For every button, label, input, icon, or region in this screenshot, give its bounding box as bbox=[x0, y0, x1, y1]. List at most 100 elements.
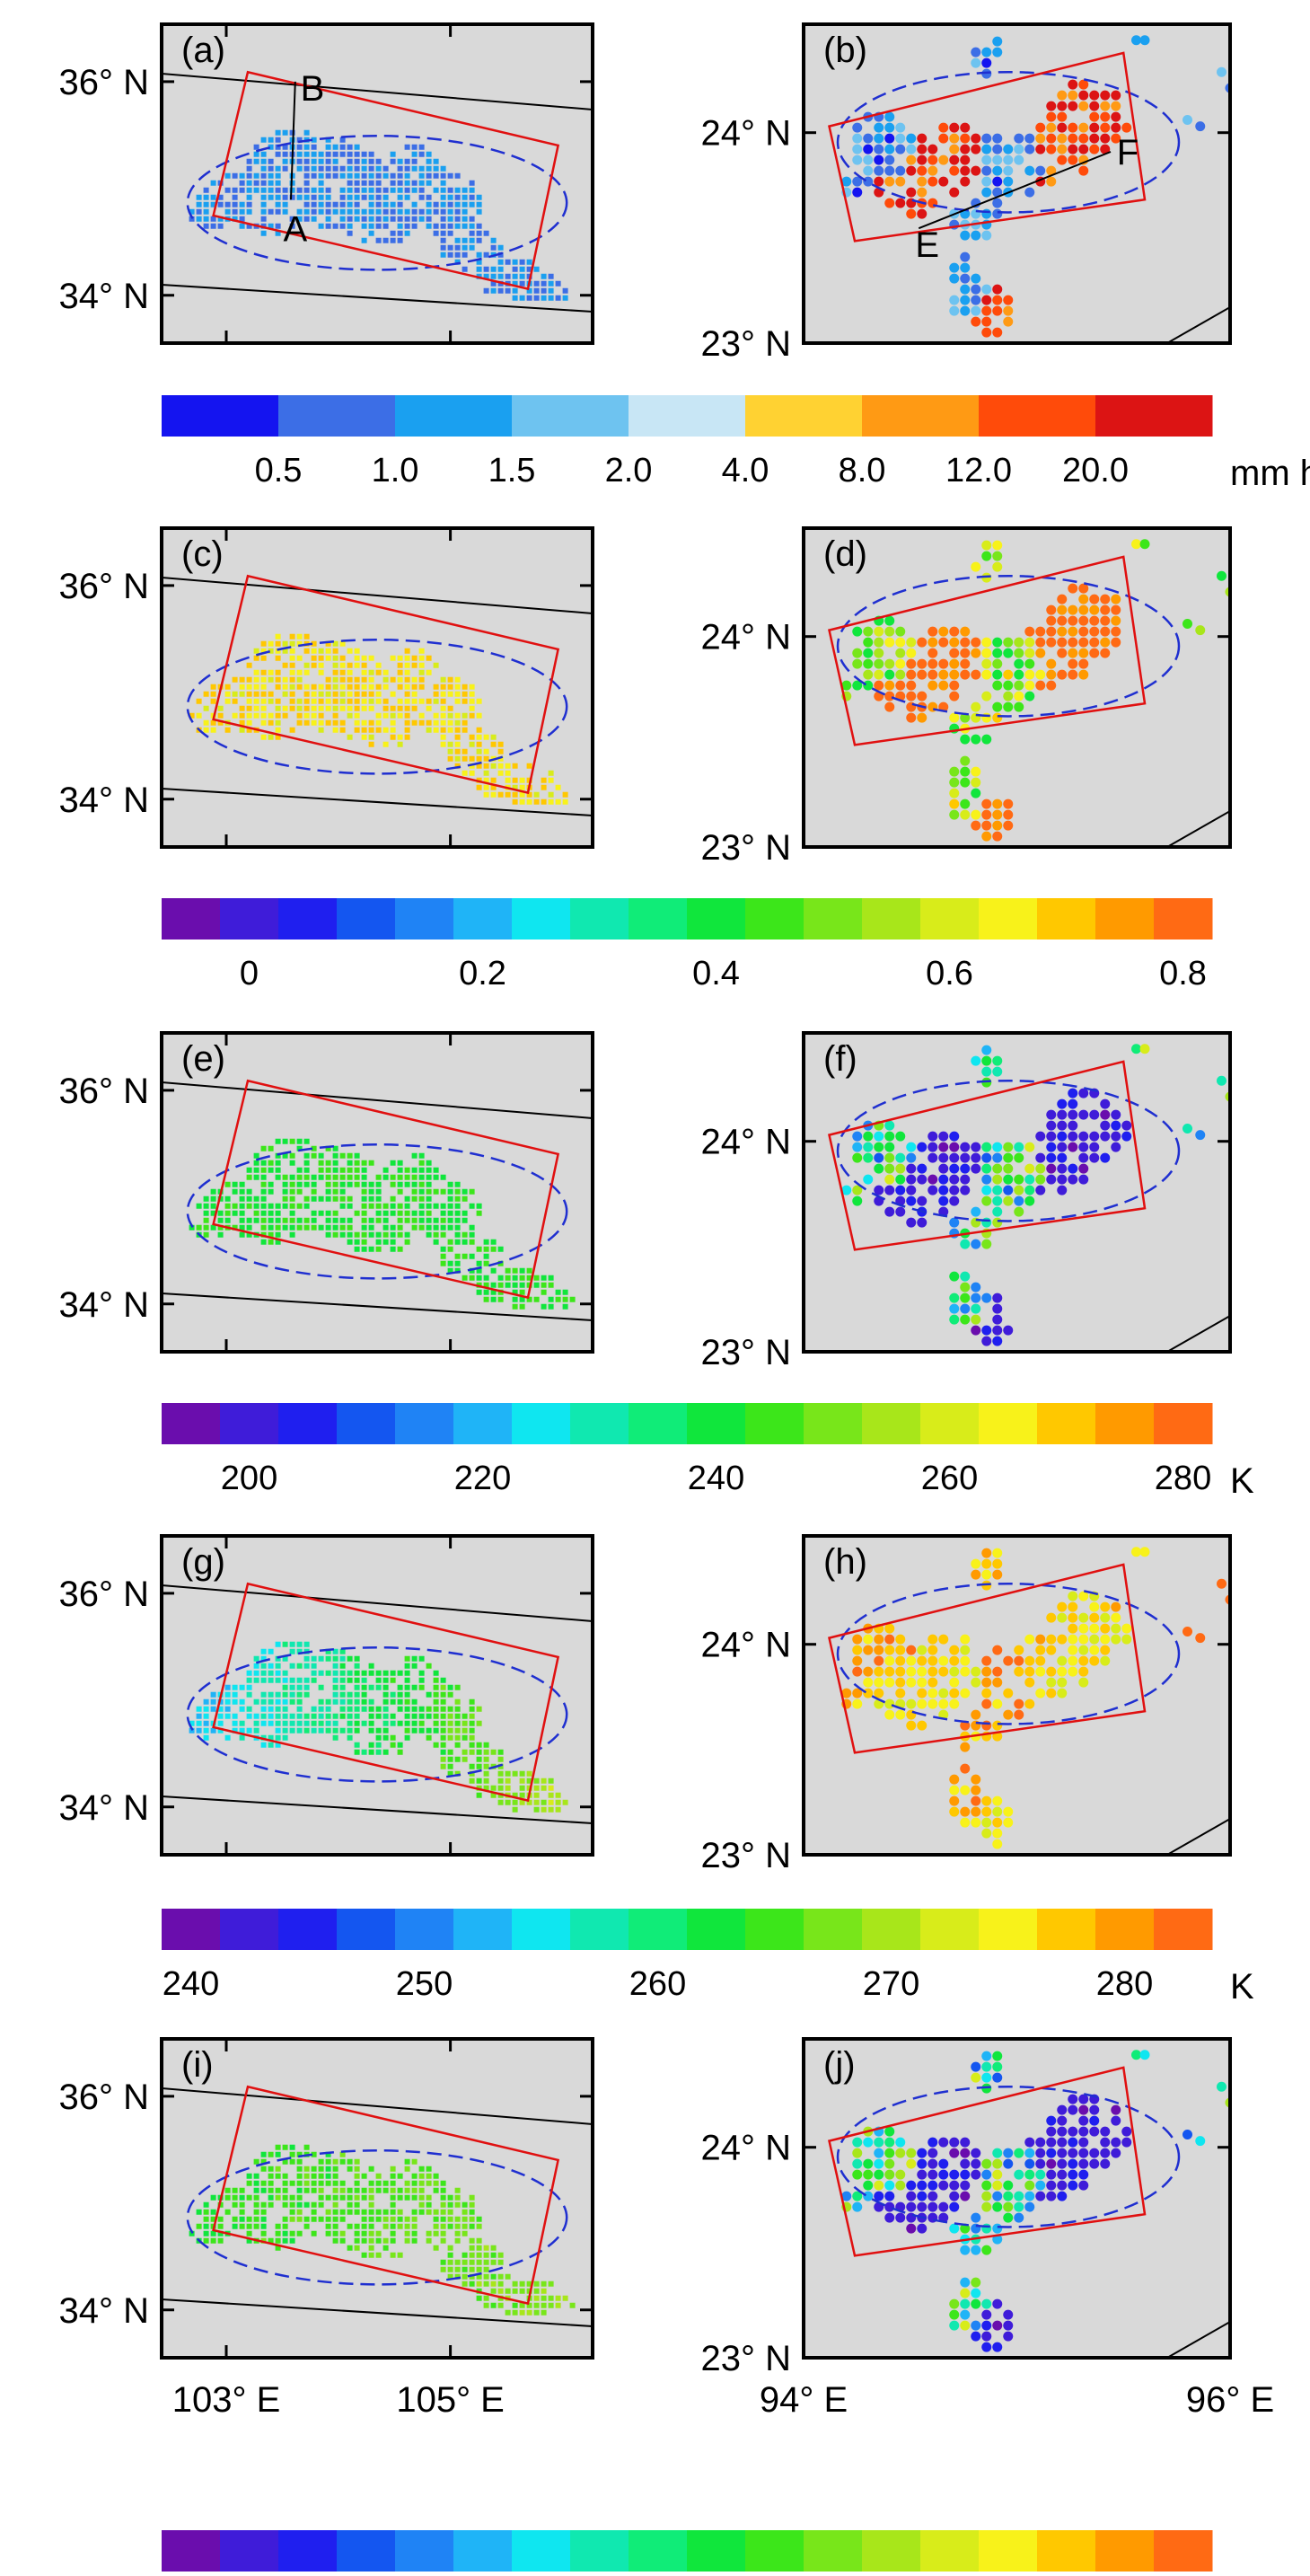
data-point bbox=[232, 1224, 238, 1231]
data-point bbox=[981, 798, 992, 809]
data-point bbox=[404, 216, 410, 222]
data-point bbox=[275, 180, 281, 186]
data-point bbox=[1057, 2158, 1068, 2169]
data-point bbox=[454, 755, 461, 762]
data-point bbox=[981, 208, 992, 219]
data-point bbox=[476, 734, 482, 740]
data-point bbox=[971, 2277, 981, 2288]
data-point bbox=[390, 2209, 396, 2215]
data-point bbox=[1003, 2320, 1014, 2331]
data-point bbox=[928, 165, 938, 176]
data-point bbox=[1111, 604, 1121, 615]
data-point bbox=[1003, 305, 1014, 316]
data-point bbox=[440, 1253, 446, 1259]
data-point bbox=[224, 187, 231, 193]
data-point bbox=[519, 1778, 525, 1784]
data-point bbox=[992, 1666, 1003, 1677]
data-point bbox=[332, 1210, 338, 1216]
data-point bbox=[268, 2237, 274, 2244]
data-point bbox=[555, 1289, 561, 1295]
data-point bbox=[368, 741, 374, 747]
data-point bbox=[189, 1720, 195, 1726]
data-point bbox=[949, 2169, 960, 2180]
data-point bbox=[203, 223, 209, 229]
data-point bbox=[971, 1774, 981, 1785]
data-point bbox=[203, 2237, 209, 2244]
data-point bbox=[949, 1698, 960, 1709]
panel-label: (f) bbox=[823, 1039, 857, 1079]
data-point bbox=[863, 1152, 874, 1163]
data-point bbox=[447, 1713, 453, 1719]
data-point bbox=[232, 712, 238, 719]
data-point bbox=[483, 2245, 489, 2251]
data-point bbox=[971, 1152, 981, 1163]
data-point bbox=[296, 216, 303, 222]
data-point bbox=[512, 266, 518, 272]
data-point bbox=[483, 1756, 489, 1762]
data-point bbox=[426, 2173, 432, 2179]
data-point bbox=[440, 2223, 446, 2229]
data-point bbox=[239, 2223, 245, 2229]
data-point bbox=[361, 194, 367, 200]
data-point bbox=[433, 201, 439, 207]
data-point bbox=[354, 676, 360, 683]
data-point bbox=[368, 2201, 374, 2208]
data-point bbox=[411, 691, 418, 697]
map-panel-a: BA(a)36° N34° N bbox=[59, 22, 594, 345]
data-point bbox=[311, 2216, 317, 2222]
data-point bbox=[418, 172, 425, 179]
colorbar-swatch bbox=[745, 2530, 804, 2572]
data-point bbox=[375, 1734, 382, 1741]
data-point bbox=[189, 712, 195, 719]
data-point bbox=[232, 2223, 238, 2229]
data-point bbox=[318, 158, 324, 164]
data-point bbox=[196, 1720, 202, 1726]
data-point bbox=[884, 1120, 895, 1131]
data-point bbox=[1089, 2148, 1100, 2158]
data-point bbox=[303, 165, 310, 172]
data-point bbox=[282, 158, 288, 164]
data-point bbox=[454, 1195, 461, 1202]
data-point bbox=[332, 1231, 338, 1238]
data-point bbox=[960, 154, 971, 165]
data-point bbox=[332, 1167, 338, 1173]
data-point bbox=[418, 1195, 425, 1202]
data-point bbox=[874, 648, 884, 658]
data-point bbox=[505, 1267, 511, 1274]
data-point bbox=[246, 2173, 252, 2179]
data-point bbox=[949, 1314, 960, 1325]
data-point bbox=[981, 2320, 992, 2331]
data-point bbox=[411, 1706, 418, 1712]
data-point bbox=[1046, 615, 1057, 626]
data-point bbox=[469, 2280, 475, 2287]
data-point bbox=[960, 1688, 971, 1698]
data-point bbox=[246, 1203, 252, 1209]
map-panel-d: (d)24° N23° N bbox=[701, 526, 1232, 868]
data-point bbox=[347, 158, 353, 164]
data-point bbox=[361, 172, 367, 179]
data-point bbox=[1068, 1623, 1078, 1634]
data-point bbox=[347, 1720, 353, 1726]
data-point bbox=[268, 180, 274, 186]
data-point bbox=[303, 201, 310, 207]
data-point bbox=[960, 1655, 971, 1666]
data-point bbox=[1078, 101, 1089, 111]
data-point bbox=[490, 791, 497, 798]
data-point bbox=[217, 2223, 224, 2229]
data-point bbox=[1068, 658, 1078, 669]
data-point bbox=[960, 637, 971, 648]
data-point bbox=[895, 1174, 906, 1185]
data-point bbox=[390, 676, 396, 683]
data-point bbox=[447, 1706, 453, 1712]
data-point bbox=[210, 719, 216, 726]
data-point bbox=[426, 1160, 432, 1166]
data-point bbox=[541, 2302, 547, 2308]
data-point bbox=[354, 2166, 360, 2172]
data-point bbox=[411, 1698, 418, 1705]
data-point bbox=[397, 712, 403, 719]
data-point bbox=[318, 1655, 324, 1662]
data-point bbox=[895, 626, 906, 637]
data-point bbox=[1046, 604, 1057, 615]
data-point bbox=[296, 1698, 303, 1705]
data-point bbox=[440, 2201, 446, 2208]
